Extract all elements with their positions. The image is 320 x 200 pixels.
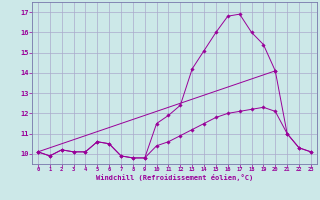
X-axis label: Windchill (Refroidissement éolien,°C): Windchill (Refroidissement éolien,°C) (96, 174, 253, 181)
